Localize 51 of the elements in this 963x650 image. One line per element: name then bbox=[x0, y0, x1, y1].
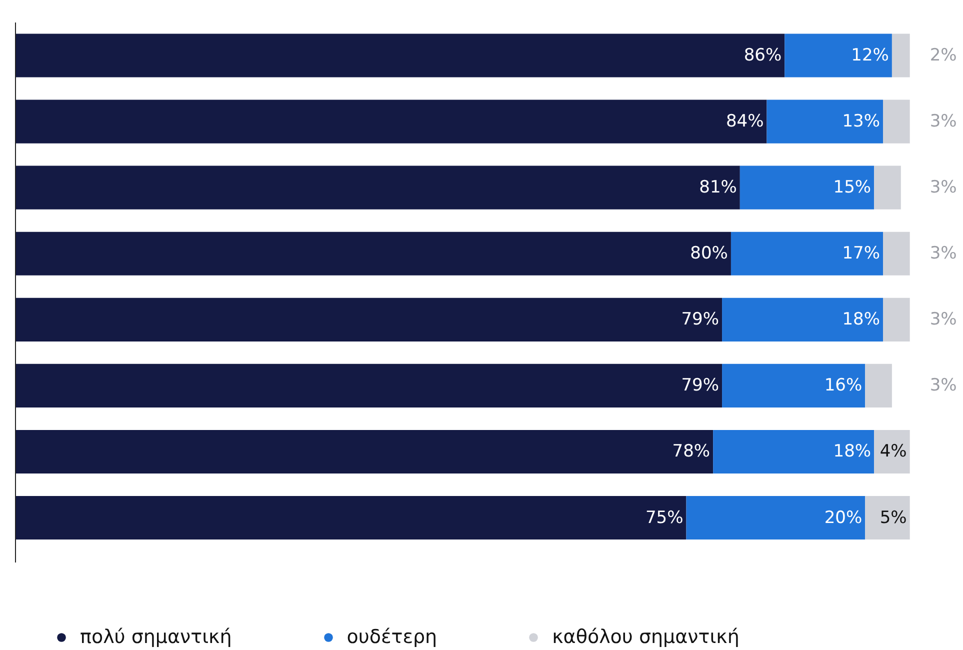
bar bbox=[16, 166, 740, 210]
bar bbox=[16, 34, 785, 78]
data-label: 3% bbox=[930, 310, 957, 330]
data-label: 15% bbox=[833, 178, 872, 198]
bar bbox=[16, 496, 686, 540]
data-label: 3% bbox=[930, 244, 957, 264]
data-label: 80% bbox=[690, 244, 728, 264]
bar bbox=[16, 232, 731, 276]
data-label: 79% bbox=[681, 376, 720, 396]
data-label: 5% bbox=[880, 508, 907, 528]
bar bbox=[865, 496, 910, 540]
data-label: 86% bbox=[744, 46, 782, 66]
bar bbox=[713, 430, 874, 474]
legend-label: ουδέτερη bbox=[346, 626, 438, 648]
bar bbox=[722, 364, 866, 408]
legend-label: πολύ σημαντική bbox=[80, 626, 232, 648]
data-label: 75% bbox=[645, 508, 684, 528]
bar bbox=[686, 496, 866, 540]
bar bbox=[16, 430, 714, 474]
bar bbox=[883, 298, 910, 342]
bar bbox=[740, 166, 874, 210]
data-label: 20% bbox=[824, 508, 862, 528]
bar bbox=[730, 232, 884, 276]
data-label: 18% bbox=[833, 442, 872, 462]
bar bbox=[892, 34, 910, 78]
bar bbox=[766, 100, 884, 144]
data-label: 13% bbox=[842, 112, 880, 132]
data-label: 18% bbox=[842, 310, 880, 330]
bar bbox=[784, 34, 892, 78]
bar bbox=[874, 430, 910, 474]
bar bbox=[722, 298, 884, 342]
data-label: 2% bbox=[930, 46, 957, 66]
bar bbox=[16, 100, 767, 144]
data-label: 78% bbox=[672, 442, 710, 462]
data-label: 17% bbox=[842, 244, 880, 264]
bar bbox=[16, 364, 722, 408]
legend-label: καθόλου σημαντική bbox=[552, 626, 740, 648]
data-label: 3% bbox=[930, 178, 957, 198]
data-label: 12% bbox=[851, 46, 889, 66]
data-label: 81% bbox=[699, 178, 737, 198]
data-label: 84% bbox=[726, 112, 764, 132]
bar bbox=[874, 166, 901, 210]
bar bbox=[865, 364, 892, 408]
data-label: 16% bbox=[824, 376, 862, 396]
bar bbox=[16, 298, 722, 342]
data-label: 3% bbox=[930, 112, 957, 132]
bar bbox=[883, 100, 910, 144]
bar bbox=[883, 232, 910, 276]
data-label: 3% bbox=[930, 376, 957, 396]
data-label: 79% bbox=[681, 310, 720, 330]
data-label: 4% bbox=[880, 442, 907, 462]
